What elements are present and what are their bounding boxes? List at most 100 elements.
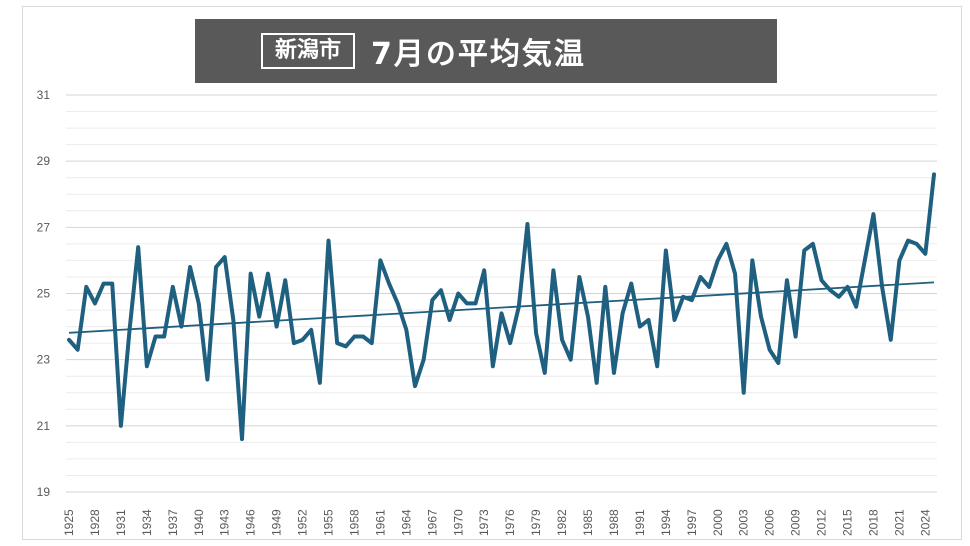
data-point (760, 315, 763, 318)
data-point (811, 242, 814, 245)
data-point (638, 325, 641, 328)
x-tick-label: 1952 (296, 509, 310, 536)
data-point (327, 239, 330, 242)
data-point (137, 246, 140, 249)
data-point (595, 381, 598, 384)
data-point (552, 269, 555, 272)
data-point (93, 302, 96, 305)
data-point (275, 325, 278, 328)
data-point (76, 348, 79, 351)
data-point (102, 282, 105, 285)
data-point (232, 318, 235, 321)
data-point (180, 325, 183, 328)
y-tick-label: 31 (37, 88, 51, 102)
data-point (483, 269, 486, 272)
x-tick-label: 1961 (373, 509, 387, 536)
data-point (699, 275, 702, 278)
x-tick-label: 1949 (270, 509, 284, 536)
data-point (119, 424, 122, 427)
x-tick-label: 1928 (88, 509, 102, 536)
data-point (379, 259, 382, 262)
x-tick-label: 1967 (425, 509, 439, 536)
data-point (154, 335, 157, 338)
data-point (768, 348, 771, 351)
x-tick-label: 1940 (192, 509, 206, 536)
x-tick-label: 1979 (529, 509, 543, 536)
data-point (258, 315, 261, 318)
data-point (907, 239, 910, 242)
data-point (846, 285, 849, 288)
y-tick-label: 29 (37, 154, 51, 168)
data-point (829, 289, 832, 292)
x-tick-label: 2018 (866, 509, 880, 536)
data-point (85, 285, 88, 288)
data-point (803, 249, 806, 252)
data-point (439, 289, 442, 292)
data-point (569, 358, 572, 361)
x-tick-label: 1931 (114, 509, 128, 536)
data-point (370, 342, 373, 345)
y-tick-label: 25 (37, 287, 51, 301)
data-point (457, 292, 460, 295)
x-tick-label: 1925 (62, 509, 76, 536)
data-point (388, 282, 391, 285)
data-point (301, 338, 304, 341)
x-tick-label: 2009 (789, 509, 803, 536)
data-point (898, 259, 901, 262)
data-point (111, 282, 114, 285)
data-point (820, 279, 823, 282)
data-point (690, 299, 693, 302)
data-point (656, 365, 659, 368)
data-point (491, 365, 494, 368)
data-point (206, 378, 209, 381)
data-point (751, 259, 754, 262)
data-point (837, 295, 840, 298)
x-tick-label: 2000 (711, 509, 725, 536)
data-point (500, 312, 503, 315)
data-point (405, 328, 408, 331)
data-point (612, 371, 615, 374)
x-tick-label: 1946 (244, 509, 258, 536)
data-point (344, 345, 347, 348)
data-point (414, 385, 417, 388)
data-point (215, 266, 218, 269)
chart-title-banner: 新潟市 7月の平均気温 (195, 19, 777, 83)
series-line-july-mean-temperature (67, 172, 936, 442)
y-tick-label: 27 (37, 220, 51, 234)
y-tick-label: 23 (37, 353, 51, 367)
data-point (517, 305, 520, 308)
data-point (872, 213, 875, 216)
x-tick-label: 1985 (581, 509, 595, 536)
data-point (881, 285, 884, 288)
data-point (742, 391, 745, 394)
data-point (241, 438, 244, 441)
data-point (777, 361, 780, 364)
x-tick-label: 1958 (347, 509, 361, 536)
chart-title-city: 新潟市 (261, 33, 356, 69)
x-tick-label: 2015 (841, 509, 855, 536)
data-point (422, 358, 425, 361)
data-point (682, 295, 685, 298)
x-tick-label: 2003 (737, 509, 751, 536)
x-tick-label: 1988 (607, 509, 621, 536)
chart-title: 7月の平均気温 (371, 37, 586, 72)
x-tick-label: 1976 (503, 509, 517, 536)
data-point (647, 318, 650, 321)
data-point (448, 318, 451, 321)
y-tick-label: 19 (37, 485, 51, 499)
data-point (664, 249, 667, 252)
data-point (284, 279, 287, 282)
data-point (716, 259, 719, 262)
data-point (933, 173, 936, 176)
x-tick-label: 1970 (451, 509, 465, 536)
data-point (318, 381, 321, 384)
data-point (621, 312, 624, 315)
data-point (163, 335, 166, 338)
x-tick-label: 1994 (659, 509, 673, 536)
data-point (474, 302, 477, 305)
data-point (292, 342, 295, 345)
data-point (889, 338, 892, 341)
data-point (924, 252, 927, 255)
data-point (68, 338, 71, 341)
